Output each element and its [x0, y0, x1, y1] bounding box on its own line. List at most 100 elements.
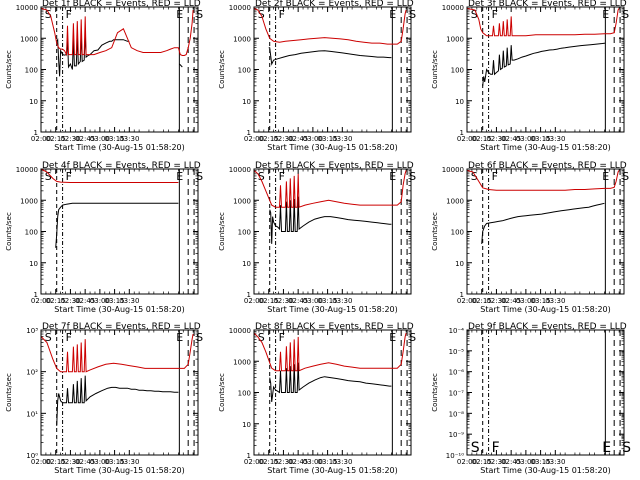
- x-axis-label-prefix: Start Time: [480, 143, 522, 152]
- lld-series-line: [253, 332, 407, 372]
- panel-title: Det 5f BLACK = Events, RED = LLD: [255, 161, 414, 171]
- events-series-line: [483, 43, 615, 86]
- y-tick-label: 1000: [233, 35, 251, 43]
- marker-letter-saa_end: S: [409, 170, 416, 183]
- panel-title: Det 4f BLACK = Events, RED = LLD: [42, 161, 201, 171]
- events-series-line: [55, 202, 179, 248]
- marker-letter-saa_end: S: [622, 170, 629, 183]
- detector-panel-7f: Det 7f BLACK = Events, RED = LLD Counts/s…: [5, 322, 203, 475]
- start-time-label: (30-Aug-15 01:58:20): [98, 466, 184, 475]
- lld-series-line: [40, 7, 194, 57]
- lld-series-line: [466, 169, 620, 191]
- y-tick-label: 10: [242, 421, 251, 429]
- start-time-label: (30-Aug-15 01:58:20): [311, 143, 397, 152]
- plot-frame: [253, 329, 412, 456]
- x-tick-label: 03:15: [531, 458, 551, 466]
- y-axis-label: Counts/sec: [218, 212, 226, 251]
- start-time-label: (30-Aug-15 01:58:20): [524, 466, 610, 475]
- detector-panel-2f: Det 2f BLACK = Events, RED = LLD Counts/s…: [218, 0, 416, 152]
- detector-panel-4f: Det 4f BLACK = Events, RED = LLD Counts/s…: [5, 161, 203, 314]
- y-tick-label: 10: [29, 98, 38, 106]
- x-tick-label: 02:30: [486, 458, 506, 466]
- x-tick-label: 03:30: [119, 297, 139, 305]
- x-axis-label: Start Time (30-Aug-15 01:58:20): [480, 143, 611, 152]
- y-tick-label: 100: [25, 229, 38, 237]
- marker-letter-flare: F: [279, 331, 285, 344]
- panel-title: Det 2f BLACK = Events, RED = LLD: [255, 0, 414, 9]
- x-tick-label: 02:45: [75, 135, 95, 143]
- detector-panel-1f: Det 1f BLACK = Events, RED = LLD Counts/s…: [5, 0, 203, 152]
- events-series-line: [57, 376, 189, 426]
- start-time-label: (30-Aug-15 01:58:20): [524, 143, 610, 152]
- x-axis-label: Start Time (30-Aug-15 01:58:20): [54, 466, 185, 475]
- x-tick-label: 02:00: [31, 458, 51, 466]
- marker-letter-saa_end: S: [409, 8, 416, 21]
- x-axis-label: Start Time (30-Aug-15 01:58:20): [480, 466, 611, 475]
- y-axis-label: Counts/sec: [431, 50, 439, 89]
- events-series-line: [269, 48, 402, 67]
- x-axis-label-prefix: Start Time: [480, 466, 522, 475]
- x-tick-label: 02:00: [244, 297, 264, 305]
- y-tick-label: 1000: [233, 197, 251, 205]
- x-tick-label: 02:00: [457, 135, 477, 143]
- x-tick-label: 02:30: [273, 135, 293, 143]
- plot-frame: [40, 329, 199, 456]
- x-tick-label: 02:45: [288, 297, 308, 305]
- y-tick-label: 1000: [233, 358, 251, 366]
- x-tick-label: 03:00: [90, 458, 110, 466]
- panel-title: Det 9f BLACK = Events, RED = LLD: [468, 322, 627, 332]
- x-tick-label: 02:30: [273, 458, 293, 466]
- x-axis-label: Start Time (30-Aug-15 01:58:20): [267, 305, 398, 314]
- marker-letter-saa_start: S: [45, 170, 52, 183]
- plot-frame: [253, 168, 412, 295]
- marker-letter-eclipse: E: [176, 170, 183, 183]
- x-tick-label: 03:15: [318, 458, 338, 466]
- x-tick-label: 03:00: [516, 458, 536, 466]
- marker-letter-saa_end: S: [622, 8, 629, 21]
- marker-letter-flare: F: [66, 331, 72, 344]
- y-axis-label: Counts/sec: [5, 373, 13, 412]
- y-tick-label: 100: [238, 390, 251, 398]
- y-tick-label: 10000: [442, 4, 464, 12]
- y-tick-label: 100: [451, 67, 464, 75]
- x-axis-label: Start Time (30-Aug-15 01:58:20): [480, 305, 611, 314]
- x-tick-label: 02:15: [472, 135, 492, 143]
- x-tick-label: 03:15: [105, 458, 125, 466]
- x-axis-label-prefix: Start Time: [54, 466, 96, 475]
- x-axis-label-prefix: Start Time: [54, 143, 96, 152]
- detector-panel-3f: Det 3f BLACK = Events, RED = LLD Counts/s…: [431, 0, 629, 152]
- marker-letter-flare: F: [279, 170, 285, 183]
- marker-letter-eclipse: E: [389, 331, 396, 344]
- marker-letter-saa_start: S: [258, 331, 265, 344]
- y-tick-label: 10000: [229, 166, 251, 174]
- x-tick-label: 03:00: [303, 135, 323, 143]
- x-tick-label: 03:00: [516, 135, 536, 143]
- x-tick-label: 02:45: [501, 458, 521, 466]
- marker-letter-flare: F: [279, 8, 285, 21]
- x-tick-label: 03:15: [318, 135, 338, 143]
- x-tick-label: 02:15: [46, 297, 66, 305]
- marker-letter-saa_start: S: [45, 331, 52, 344]
- y-tick-label: 10: [455, 260, 464, 268]
- plot-frame: [40, 168, 199, 295]
- y-tick-label: 10⁻⁷: [449, 390, 465, 398]
- y-tick-label: 1000: [20, 197, 38, 205]
- marker-letter-saa_start: S: [471, 440, 480, 456]
- y-tick-label: 10⁻⁶: [449, 369, 465, 377]
- x-tick-label: 02:00: [31, 297, 51, 305]
- y-tick-label: 10000: [229, 4, 251, 12]
- y-axis-label: Counts/sec: [5, 50, 13, 89]
- y-tick-label: 1: [460, 129, 464, 137]
- y-tick-label: 10000: [16, 4, 38, 12]
- y-tick-label: 10⁻¹⁰: [446, 452, 464, 460]
- panel-title: Det 7f BLACK = Events, RED = LLD: [42, 322, 201, 332]
- marker-letter-saa_end: S: [622, 440, 631, 456]
- x-tick-label: 03:15: [105, 135, 125, 143]
- marker-letter-saa_start: S: [45, 8, 52, 21]
- start-time-label: (30-Aug-15 01:58:20): [311, 305, 397, 314]
- x-tick-label: 02:00: [244, 135, 264, 143]
- y-axis-label: Counts/sec: [431, 373, 439, 412]
- y-tick-label: 10000: [442, 166, 464, 174]
- marker-letter-eclipse: E: [389, 8, 396, 21]
- marker-letter-eclipse: E: [602, 440, 611, 456]
